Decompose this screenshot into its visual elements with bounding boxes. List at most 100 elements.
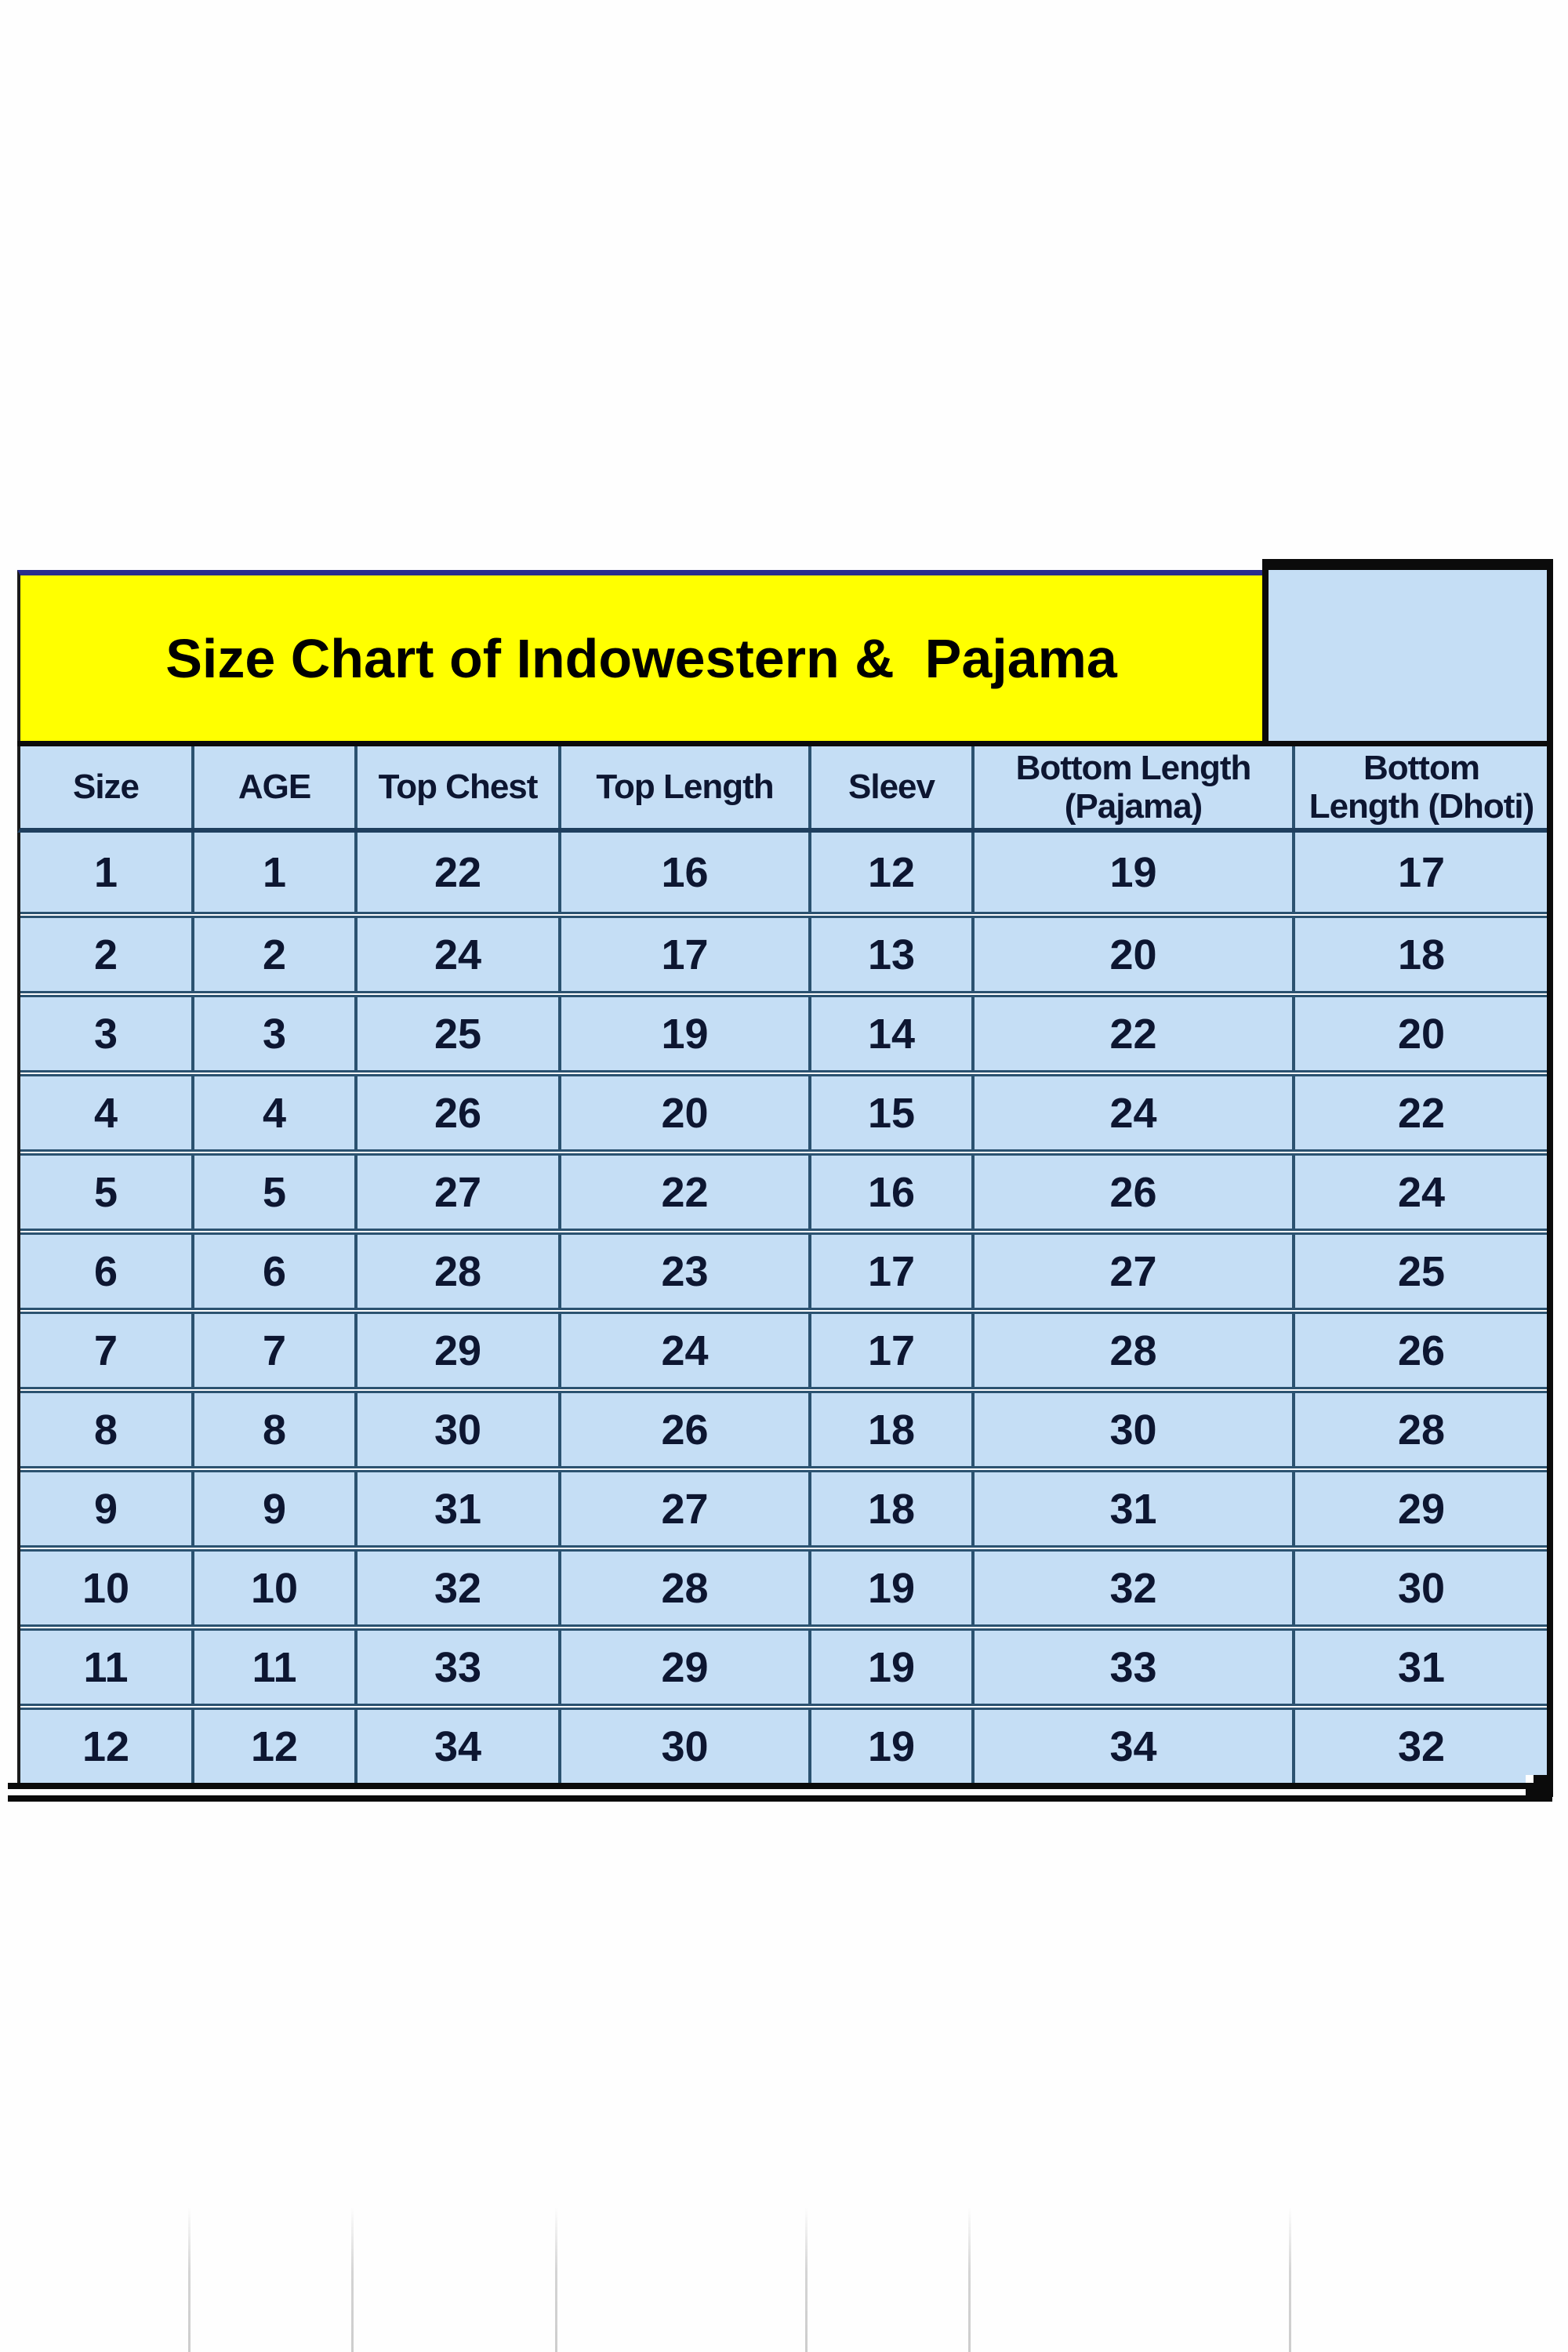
table-cell: 3 (20, 997, 191, 1070)
header-cell: AGE (191, 746, 354, 828)
table-cell: 27 (558, 1472, 808, 1545)
table-cell: 15 (808, 1076, 971, 1149)
table-cell: 5 (20, 1156, 191, 1229)
table-cell: 24 (558, 1314, 808, 1387)
table-cell: 33 (354, 1631, 558, 1704)
table-row: 4 4 26 20 15 24 22 (20, 1070, 1548, 1149)
table-cell: 17 (808, 1314, 971, 1387)
table-cell: 4 (191, 1076, 354, 1149)
selection-corner-notch (1526, 1775, 1534, 1783)
table-cell: 32 (1292, 1710, 1548, 1783)
table-cell: 23 (558, 1235, 808, 1308)
table-cell: 13 (808, 918, 971, 991)
table-cell: 31 (1292, 1631, 1548, 1704)
table-row: 11 11 33 29 19 33 31 (20, 1624, 1548, 1704)
table-cell: 26 (354, 1076, 558, 1149)
table-cell: 20 (558, 1076, 808, 1149)
table-cell: 18 (808, 1393, 971, 1466)
table-row: 7 7 29 24 17 28 26 (20, 1308, 1548, 1387)
header-row: Size AGE Top Chest Top Length Sleev Bottom Le… (17, 746, 1548, 833)
header-cell: Bottom Length (Pajama) (971, 746, 1292, 828)
table-cell: 8 (191, 1393, 354, 1466)
table-cell: 30 (1292, 1552, 1548, 1624)
title-bottom-divider (17, 741, 1553, 746)
table-cell: 12 (20, 1710, 191, 1783)
table-cell: 31 (354, 1472, 558, 1545)
table-cell: 9 (20, 1472, 191, 1545)
faint-gridline (1289, 2207, 1291, 2352)
table-cell: 22 (1292, 1076, 1548, 1149)
table-cell: 12 (191, 1710, 354, 1783)
table-cell: 10 (20, 1552, 191, 1624)
table-cell: 17 (808, 1235, 971, 1308)
table-cell: 1 (191, 833, 354, 912)
table-title: Size Chart of Indowestern & Pajama (17, 570, 1262, 741)
table-cell: 25 (354, 997, 558, 1070)
table-row: 3 3 25 19 14 22 20 (20, 991, 1548, 1070)
table-cell: 20 (971, 918, 1292, 991)
table-row: 8 8 30 26 18 30 28 (20, 1387, 1548, 1466)
table-cell: 1 (20, 833, 191, 912)
table-cell: 2 (20, 918, 191, 991)
table-cell: 12 (808, 833, 971, 912)
table-cell: 17 (558, 918, 808, 991)
table-cell: 30 (558, 1710, 808, 1783)
table-cell: 29 (558, 1631, 808, 1704)
header-cell: Top Chest (354, 746, 558, 828)
table-cell: 34 (354, 1710, 558, 1783)
table-cell: 5 (191, 1156, 354, 1229)
table-cell: 26 (558, 1393, 808, 1466)
table-row: 2 2 24 17 13 20 18 (20, 912, 1548, 991)
table-cell: 22 (354, 833, 558, 912)
table-cell: 28 (1292, 1393, 1548, 1466)
table-cell: 22 (558, 1156, 808, 1229)
table-cell: 29 (354, 1314, 558, 1387)
table-cell: 8 (20, 1393, 191, 1466)
table-cell: 28 (971, 1314, 1292, 1387)
faint-gridline (555, 2207, 557, 2352)
table-bottom-border (8, 1783, 1549, 1802)
table-cell: 26 (971, 1156, 1292, 1229)
faint-gridline (805, 2207, 808, 2352)
table-cell: 24 (1292, 1156, 1548, 1229)
table-cell: 17 (1292, 833, 1548, 912)
table-cell: 26 (1292, 1314, 1548, 1387)
table-cell: 4 (20, 1076, 191, 1149)
table-cell: 22 (971, 997, 1292, 1070)
table-cell: 16 (808, 1156, 971, 1229)
table-cell: 33 (971, 1631, 1292, 1704)
table-cell: 6 (20, 1235, 191, 1308)
table-cell: 18 (808, 1472, 971, 1545)
table-row: 6 6 28 23 17 27 25 (20, 1229, 1548, 1308)
table-cell: 34 (971, 1710, 1292, 1783)
faint-gridline (968, 2207, 971, 2352)
table-cell: 31 (971, 1472, 1292, 1545)
table-cell: 11 (191, 1631, 354, 1704)
table-row: 5 5 27 22 16 26 24 (20, 1149, 1548, 1229)
table-cell: 18 (1292, 918, 1548, 991)
table-cell: 20 (1292, 997, 1548, 1070)
table-cell: 19 (808, 1710, 971, 1783)
table-cell: 11 (20, 1631, 191, 1704)
table-cell: 24 (354, 918, 558, 991)
table-row: 1 1 22 16 12 19 17 (20, 833, 1548, 912)
table-cell: 7 (191, 1314, 354, 1387)
table-cell: 3 (191, 997, 354, 1070)
selection-right-border (1547, 737, 1553, 1797)
table-cell: 30 (971, 1393, 1292, 1466)
table-cell: 24 (971, 1076, 1292, 1149)
table-cell: 19 (558, 997, 808, 1070)
table-cell: 19 (808, 1552, 971, 1624)
faint-gridline (351, 2207, 354, 2352)
table-cell: 28 (354, 1235, 558, 1308)
table-cell: 29 (1292, 1472, 1548, 1545)
table-cell: 6 (191, 1235, 354, 1308)
faint-gridline (188, 2207, 191, 2352)
table-cell: 16 (558, 833, 808, 912)
table-cell: 19 (808, 1631, 971, 1704)
table-body: 1 1 22 16 12 19 17 2 2 24 17 13 20 18 3 3 25 19 14 22 20 4 4 26… (17, 833, 1548, 1783)
table-cell: 14 (808, 997, 971, 1070)
table-cell: 32 (971, 1552, 1292, 1624)
table-cell: 19 (971, 833, 1292, 912)
